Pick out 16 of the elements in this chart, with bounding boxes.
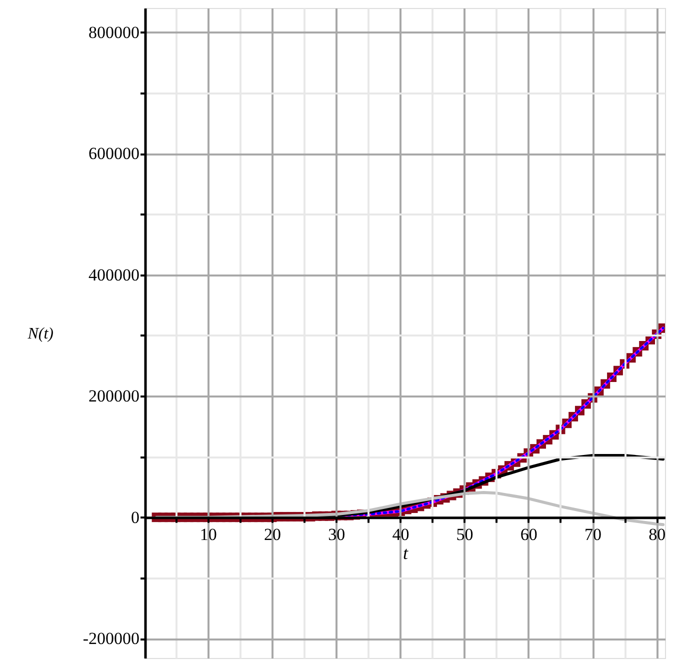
x-tick-label: 30 [328, 524, 346, 544]
y-tick-label: 400000 [88, 265, 140, 284]
x-tick-label: 20 [264, 524, 281, 544]
y-tick-label: -200000 [82, 629, 140, 648]
x-axis-title: t [402, 542, 409, 563]
x-tick-label: 10 [200, 524, 217, 544]
y-tick-label: 0 [131, 508, 140, 527]
y-tick-label: 600000 [88, 144, 140, 164]
y-axis-title: N(t) [26, 326, 54, 342]
x-tick-label: 40 [392, 524, 410, 544]
x-tick-label: 60 [520, 524, 538, 544]
x-tick-label: 50 [456, 524, 474, 544]
x-tick-label: 80 [648, 524, 666, 544]
x-tick-label: 70 [584, 524, 602, 544]
y-tick-label: 200000 [88, 386, 140, 406]
y-tick-label: 800000 [88, 22, 140, 42]
